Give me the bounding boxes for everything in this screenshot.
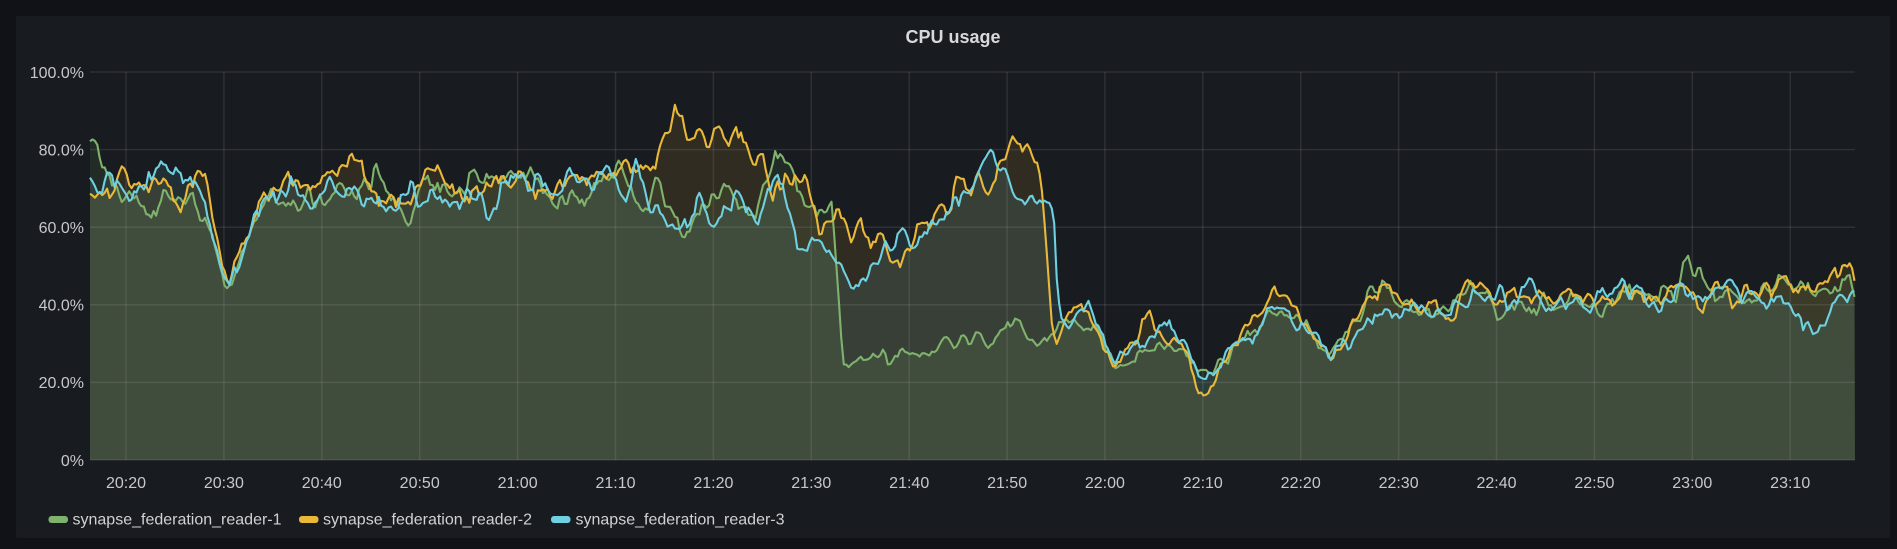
svg-text:22:50: 22:50: [1574, 475, 1614, 492]
svg-text:20.0%: 20.0%: [39, 375, 84, 392]
svg-text:0%: 0%: [61, 453, 84, 470]
svg-text:23:10: 23:10: [1770, 475, 1810, 492]
svg-text:40.0%: 40.0%: [39, 298, 84, 315]
svg-text:21:20: 21:20: [693, 475, 733, 492]
svg-text:22:00: 22:00: [1085, 475, 1125, 492]
svg-text:22:40: 22:40: [1476, 475, 1516, 492]
svg-text:20:40: 20:40: [302, 475, 342, 492]
svg-text:22:10: 22:10: [1183, 475, 1223, 492]
svg-text:20:50: 20:50: [400, 475, 440, 492]
svg-text:synapse_federation_reader-3: synapse_federation_reader-3: [576, 512, 785, 529]
svg-text:synapse_federation_reader-1: synapse_federation_reader-1: [73, 512, 282, 529]
svg-text:21:30: 21:30: [791, 475, 831, 492]
svg-text:20:30: 20:30: [204, 475, 244, 492]
svg-text:20:20: 20:20: [106, 475, 146, 492]
svg-text:80.0%: 80.0%: [39, 142, 84, 159]
svg-text:21:00: 21:00: [498, 475, 538, 492]
svg-text:23:00: 23:00: [1672, 475, 1712, 492]
svg-text:21:50: 21:50: [987, 475, 1027, 492]
svg-text:60.0%: 60.0%: [39, 220, 84, 237]
svg-text:synapse_federation_reader-2: synapse_federation_reader-2: [323, 512, 532, 529]
svg-text:22:30: 22:30: [1379, 475, 1419, 492]
svg-text:CPU usage: CPU usage: [905, 27, 1000, 47]
svg-text:21:40: 21:40: [889, 475, 929, 492]
svg-text:21:10: 21:10: [595, 475, 635, 492]
svg-text:22:20: 22:20: [1281, 475, 1321, 492]
svg-text:100.0%: 100.0%: [30, 65, 84, 82]
